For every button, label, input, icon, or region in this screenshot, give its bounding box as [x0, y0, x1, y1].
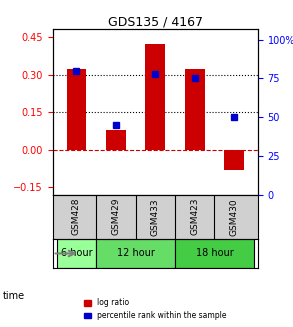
- FancyBboxPatch shape: [96, 239, 175, 268]
- Bar: [106, 129, 126, 150]
- Text: time: time: [3, 291, 25, 301]
- Text: GSM429: GSM429: [111, 198, 120, 235]
- Bar: [185, 70, 205, 150]
- Legend: log ratio, percentile rank within the sample: log ratio, percentile rank within the sa…: [81, 295, 230, 323]
- FancyBboxPatch shape: [175, 239, 254, 268]
- Title: GDS135 / 4167: GDS135 / 4167: [108, 15, 203, 28]
- Text: GSM428: GSM428: [72, 198, 81, 235]
- Text: 12 hour: 12 hour: [117, 249, 154, 258]
- Text: 18 hour: 18 hour: [196, 249, 233, 258]
- Text: 6 hour: 6 hour: [61, 249, 92, 258]
- Bar: [145, 44, 165, 150]
- FancyBboxPatch shape: [57, 239, 96, 268]
- Text: GSM423: GSM423: [190, 198, 199, 235]
- Bar: [67, 70, 86, 150]
- Bar: [224, 150, 244, 170]
- Text: GSM433: GSM433: [151, 198, 160, 235]
- Text: GSM430: GSM430: [230, 198, 239, 235]
